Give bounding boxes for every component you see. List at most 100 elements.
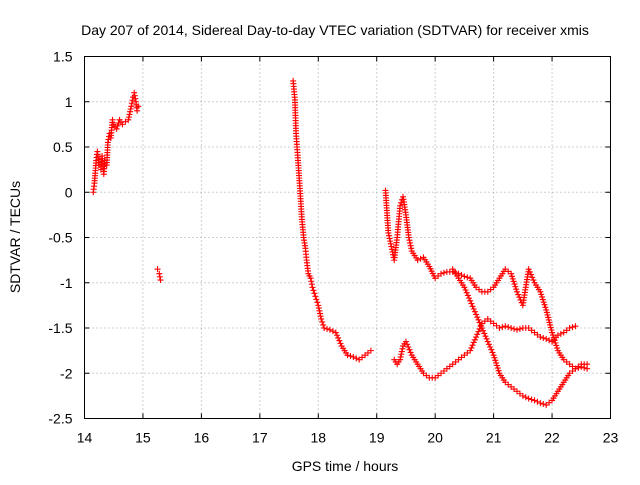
data-point	[499, 324, 506, 331]
data-point	[471, 308, 478, 315]
data-point	[314, 299, 321, 306]
data-point	[463, 289, 470, 296]
data-point	[511, 281, 518, 288]
data-point	[125, 116, 132, 123]
data-point	[496, 325, 503, 331]
data-point	[543, 335, 550, 342]
data-point	[540, 401, 547, 408]
data-point	[489, 349, 496, 356]
data-point	[492, 357, 499, 364]
data-point	[525, 266, 532, 273]
data-point	[347, 353, 354, 360]
data-point	[344, 352, 351, 359]
data-point	[519, 392, 526, 399]
data-point	[333, 332, 340, 339]
data-point	[458, 272, 465, 279]
data-point	[528, 271, 535, 278]
data-point	[127, 108, 134, 115]
data-point	[317, 310, 324, 317]
data-point	[513, 326, 520, 333]
x-tick-label: 20	[427, 430, 443, 446]
data-point	[474, 314, 481, 321]
data-point	[440, 269, 447, 276]
series-group	[290, 77, 374, 363]
data-point	[308, 278, 315, 285]
data-point	[516, 325, 523, 332]
data-point	[477, 322, 484, 329]
data-point	[405, 234, 412, 241]
data-point	[387, 240, 394, 247]
data-point	[505, 324, 512, 331]
data-point	[494, 365, 501, 372]
x-tick-label: 16	[194, 430, 210, 446]
data-point	[537, 334, 544, 341]
data-point	[473, 311, 480, 318]
data-point	[566, 325, 573, 331]
data-point	[467, 297, 474, 304]
y-axis-label: SDTVAR / TECUs	[7, 181, 23, 293]
data-point	[315, 305, 322, 312]
data-point	[510, 278, 517, 285]
data-point	[386, 235, 393, 242]
data-point	[513, 286, 520, 293]
data-point	[318, 315, 325, 322]
data-point	[315, 302, 322, 309]
data-point	[310, 287, 317, 294]
data-point	[464, 292, 471, 299]
data-point	[127, 105, 134, 112]
marker-layer	[90, 77, 591, 408]
data-point	[353, 355, 360, 362]
x-tick-label: 23	[603, 430, 619, 446]
data-point	[407, 242, 414, 249]
data-point	[485, 341, 492, 348]
data-point	[554, 332, 561, 339]
data-point	[113, 125, 120, 132]
data-point	[389, 248, 396, 255]
data-point	[307, 275, 314, 282]
grid-layer	[84, 56, 611, 419]
data-point	[317, 313, 324, 320]
data-point	[515, 291, 522, 298]
data-point	[464, 274, 471, 281]
data-point	[481, 330, 488, 337]
data-point	[156, 270, 163, 277]
data-point	[475, 316, 482, 323]
series-group	[382, 187, 591, 372]
data-point	[488, 346, 495, 353]
x-tick-label: 17	[252, 430, 268, 446]
data-point	[461, 273, 468, 280]
series-group	[154, 266, 164, 284]
y-tick-label: -0.5	[48, 230, 72, 246]
data-point	[550, 334, 557, 341]
data-point	[471, 336, 478, 343]
data-point	[509, 275, 516, 282]
data-point	[385, 232, 392, 239]
data-point	[508, 270, 515, 277]
data-point	[335, 334, 342, 341]
data-point	[484, 338, 491, 345]
data-point	[398, 351, 405, 358]
data-point	[406, 237, 413, 244]
data-point	[540, 299, 547, 306]
data-point	[406, 346, 413, 353]
data-point	[397, 202, 404, 209]
x-tick-label: 21	[486, 430, 502, 446]
data-point	[508, 325, 515, 331]
data-point	[399, 345, 406, 352]
data-point	[467, 347, 474, 354]
x-tick-label: 18	[310, 430, 326, 446]
data-point	[321, 325, 328, 331]
data-point	[128, 103, 135, 110]
data-point	[569, 324, 576, 331]
data-point	[326, 326, 333, 333]
data-point	[126, 111, 133, 118]
data-point	[495, 367, 502, 374]
data-point	[470, 339, 477, 346]
data-point	[397, 353, 404, 360]
data-point	[483, 335, 490, 342]
data-point	[461, 284, 468, 291]
data-point	[584, 361, 591, 368]
x-tick-label: 22	[544, 430, 560, 446]
data-point	[476, 319, 483, 326]
